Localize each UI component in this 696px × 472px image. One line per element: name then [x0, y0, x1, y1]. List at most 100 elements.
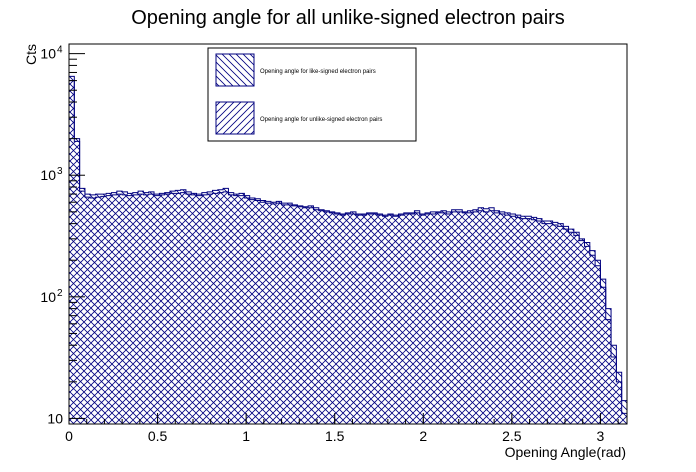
histogram-bar: [520, 218, 527, 424]
legend: Opening angle for like-signed electron p…: [207, 47, 417, 142]
histogram-bar: [223, 191, 229, 424]
histogram-bar: [355, 215, 362, 424]
histogram-bar: [393, 216, 399, 424]
x-tick-label: 0: [65, 428, 73, 444]
histogram-bar: [143, 194, 149, 424]
histogram-bar: [217, 192, 224, 424]
x-tick-label: 2: [419, 428, 427, 444]
histogram-bar: [345, 213, 351, 424]
histogram-bar: [441, 212, 447, 424]
histogram-bar: [472, 211, 479, 424]
legend-label-like: Opening angle for like-signed electron p…: [260, 69, 376, 75]
legend-swatch-unlike: [215, 101, 255, 135]
histogram-bar: [595, 265, 601, 424]
histogram-bar: [371, 213, 378, 424]
histogram-bar: [568, 232, 574, 424]
histogram-bar: [504, 215, 511, 424]
histogram-bar: [169, 193, 176, 424]
histogram-bar: [132, 194, 139, 424]
y-tick-label: 10: [40, 289, 56, 305]
histogram-bar: [573, 235, 580, 424]
x-tick-label: 3: [597, 428, 605, 444]
histogram-bar: [111, 194, 117, 424]
legend-swatch-like: [215, 53, 255, 87]
series-1-outline: [68, 80, 628, 424]
histogram-bar: [382, 216, 388, 424]
x-axis-label: Opening Angle(rad): [505, 444, 626, 460]
histogram-bar: [270, 203, 277, 424]
histogram-bar: [164, 194, 170, 424]
histogram-bar: [175, 193, 181, 424]
histogram-bar: [329, 212, 335, 424]
histogram-bar: [292, 205, 298, 424]
histogram-bar: [228, 194, 234, 424]
histogram-bar: [127, 195, 133, 424]
histogram-bar: [297, 206, 303, 424]
histogram-bar: [334, 213, 341, 424]
histogram-bar: [148, 194, 155, 424]
histogram-bar: [244, 197, 250, 424]
histogram-bar: [377, 215, 383, 424]
histogram-bar: [191, 194, 197, 424]
histogram-bar: [212, 193, 218, 424]
y-tick-label: 10: [40, 46, 56, 62]
histogram-bar: [185, 194, 192, 424]
legend-label-unlike: Opening angle for unlike-signed electron…: [260, 117, 382, 123]
histogram-bar: [324, 211, 330, 424]
histogram-bar: [260, 202, 266, 424]
x-tick-label: 1: [242, 428, 250, 444]
histogram-bar: [499, 213, 505, 424]
histogram-bar: [430, 213, 436, 424]
histogram-bar: [159, 194, 165, 424]
histogram-bar: [621, 413, 627, 424]
histogram-bar: [403, 213, 410, 424]
histogram-bar: [350, 213, 356, 424]
histogram-bar: [536, 221, 542, 424]
histogram-bar: [451, 211, 457, 424]
histogram-bar: [249, 199, 255, 424]
histogram-bar: [180, 192, 186, 424]
histogram-bar: [361, 215, 367, 424]
histogram-bar: [265, 203, 271, 424]
y-tick-exponent: 4: [57, 45, 63, 56]
histogram-bar: [366, 213, 372, 424]
histogram-bar: [90, 197, 96, 424]
histogram-bar: [616, 381, 622, 424]
histogram-bar: [106, 195, 112, 424]
histogram-bar: [425, 213, 431, 424]
histogram-bar: [467, 212, 473, 424]
histogram-bar: [116, 194, 123, 424]
series-1-bars: [68, 80, 628, 425]
histogram-bar: [563, 229, 569, 424]
histogram-bar: [255, 200, 261, 424]
histogram-bar: [621, 400, 627, 424]
histogram-bar: [414, 212, 420, 424]
histogram-bar: [494, 212, 500, 424]
histogram-bar: [589, 255, 596, 424]
histogram-bar: [600, 287, 606, 424]
histogram-bar: [286, 204, 293, 424]
x-tick-label: 0.5: [148, 428, 168, 444]
histogram-bar: [233, 195, 240, 424]
histogram-bar: [579, 240, 585, 424]
histogram-bar: [446, 213, 452, 424]
histogram-bar: [605, 319, 612, 424]
plot-frame: [68, 43, 628, 425]
histogram-bar: [584, 246, 590, 424]
histogram-bar: [196, 195, 202, 424]
histogram-bar: [74, 141, 80, 424]
histogram-bar: [478, 210, 484, 424]
histogram-bar: [69, 80, 75, 425]
y-axis-label: Cts: [23, 44, 39, 65]
histogram-bar: [462, 212, 468, 424]
histogram-bar: [409, 213, 415, 424]
histogram-bar: [138, 194, 144, 424]
y-tick-label: 10: [40, 167, 56, 183]
histogram-bar: [541, 223, 548, 424]
histogram-bar: [84, 197, 91, 424]
y-tick-exponent: 2: [57, 288, 63, 299]
y-tick-exponent: 3: [57, 166, 63, 177]
histogram-bars: [68, 75, 628, 425]
